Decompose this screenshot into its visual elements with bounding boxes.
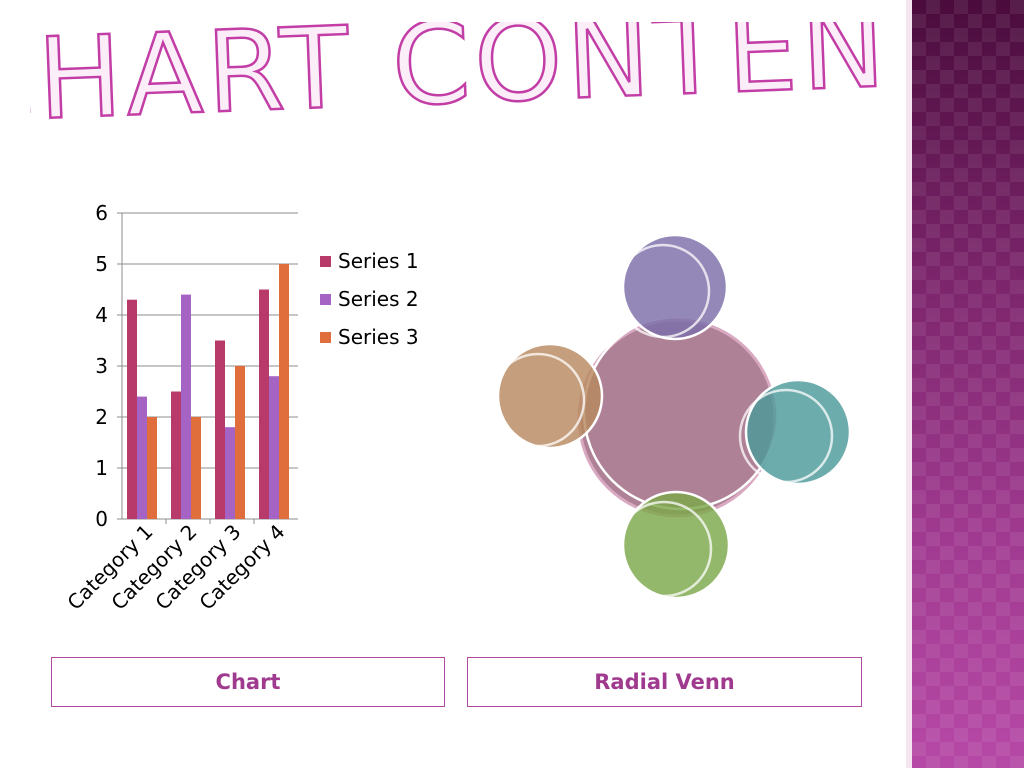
bar xyxy=(259,289,269,519)
decorative-side-bar xyxy=(912,0,1024,768)
legend-swatch xyxy=(320,332,331,343)
bar xyxy=(171,391,181,519)
bar xyxy=(127,299,137,519)
bar xyxy=(225,427,235,519)
venn-top-circle xyxy=(621,233,729,341)
legend-swatch xyxy=(320,294,331,305)
y-tick-label: 1 xyxy=(95,456,108,480)
bar-chart: 0 1 2 3 4 5 6 Category 1 Category 2 Category 3 Cat… xyxy=(40,190,460,650)
y-tick-label: 5 xyxy=(95,252,108,276)
bar xyxy=(191,417,201,519)
legend-label: Series 1 xyxy=(338,249,419,273)
venn-caption: Radial Venn xyxy=(467,657,862,707)
venn-right-outline xyxy=(738,388,834,484)
bar xyxy=(137,396,147,519)
title-text: CHART CONTENT xyxy=(30,22,890,148)
y-tick-label: 0 xyxy=(95,507,108,531)
chart-caption: Chart xyxy=(51,657,445,707)
bar xyxy=(215,340,225,519)
y-tick-label: 2 xyxy=(95,405,108,429)
venn-left-outline xyxy=(490,352,586,448)
venn-caption-label: Radial Venn xyxy=(594,670,735,694)
bar xyxy=(269,376,279,519)
venn-bottom-circle xyxy=(621,490,731,600)
venn-top-outline xyxy=(615,243,711,339)
legend-label: Series 2 xyxy=(338,287,419,311)
radial-venn xyxy=(480,215,880,615)
venn-right-circle xyxy=(744,378,852,486)
y-tick-label: 4 xyxy=(95,303,108,327)
bar xyxy=(147,417,157,519)
title-art: CHART CONTENT xyxy=(0,0,965,150)
y-tick-label: 6 xyxy=(95,201,108,225)
radial-venn-svg xyxy=(490,233,852,600)
legend-swatch xyxy=(320,256,331,267)
venn-left-circle xyxy=(496,342,604,450)
venn-bottom-outline xyxy=(615,500,713,598)
side-bar-edge xyxy=(906,0,912,768)
legend-label: Series 3 xyxy=(338,325,419,349)
page-title: CHART CONTENT xyxy=(0,0,965,172)
y-tick-label: 3 xyxy=(95,354,108,378)
chart-caption-label: Chart xyxy=(215,670,281,694)
bar xyxy=(235,366,245,519)
bar xyxy=(181,294,191,519)
bar xyxy=(279,264,289,519)
